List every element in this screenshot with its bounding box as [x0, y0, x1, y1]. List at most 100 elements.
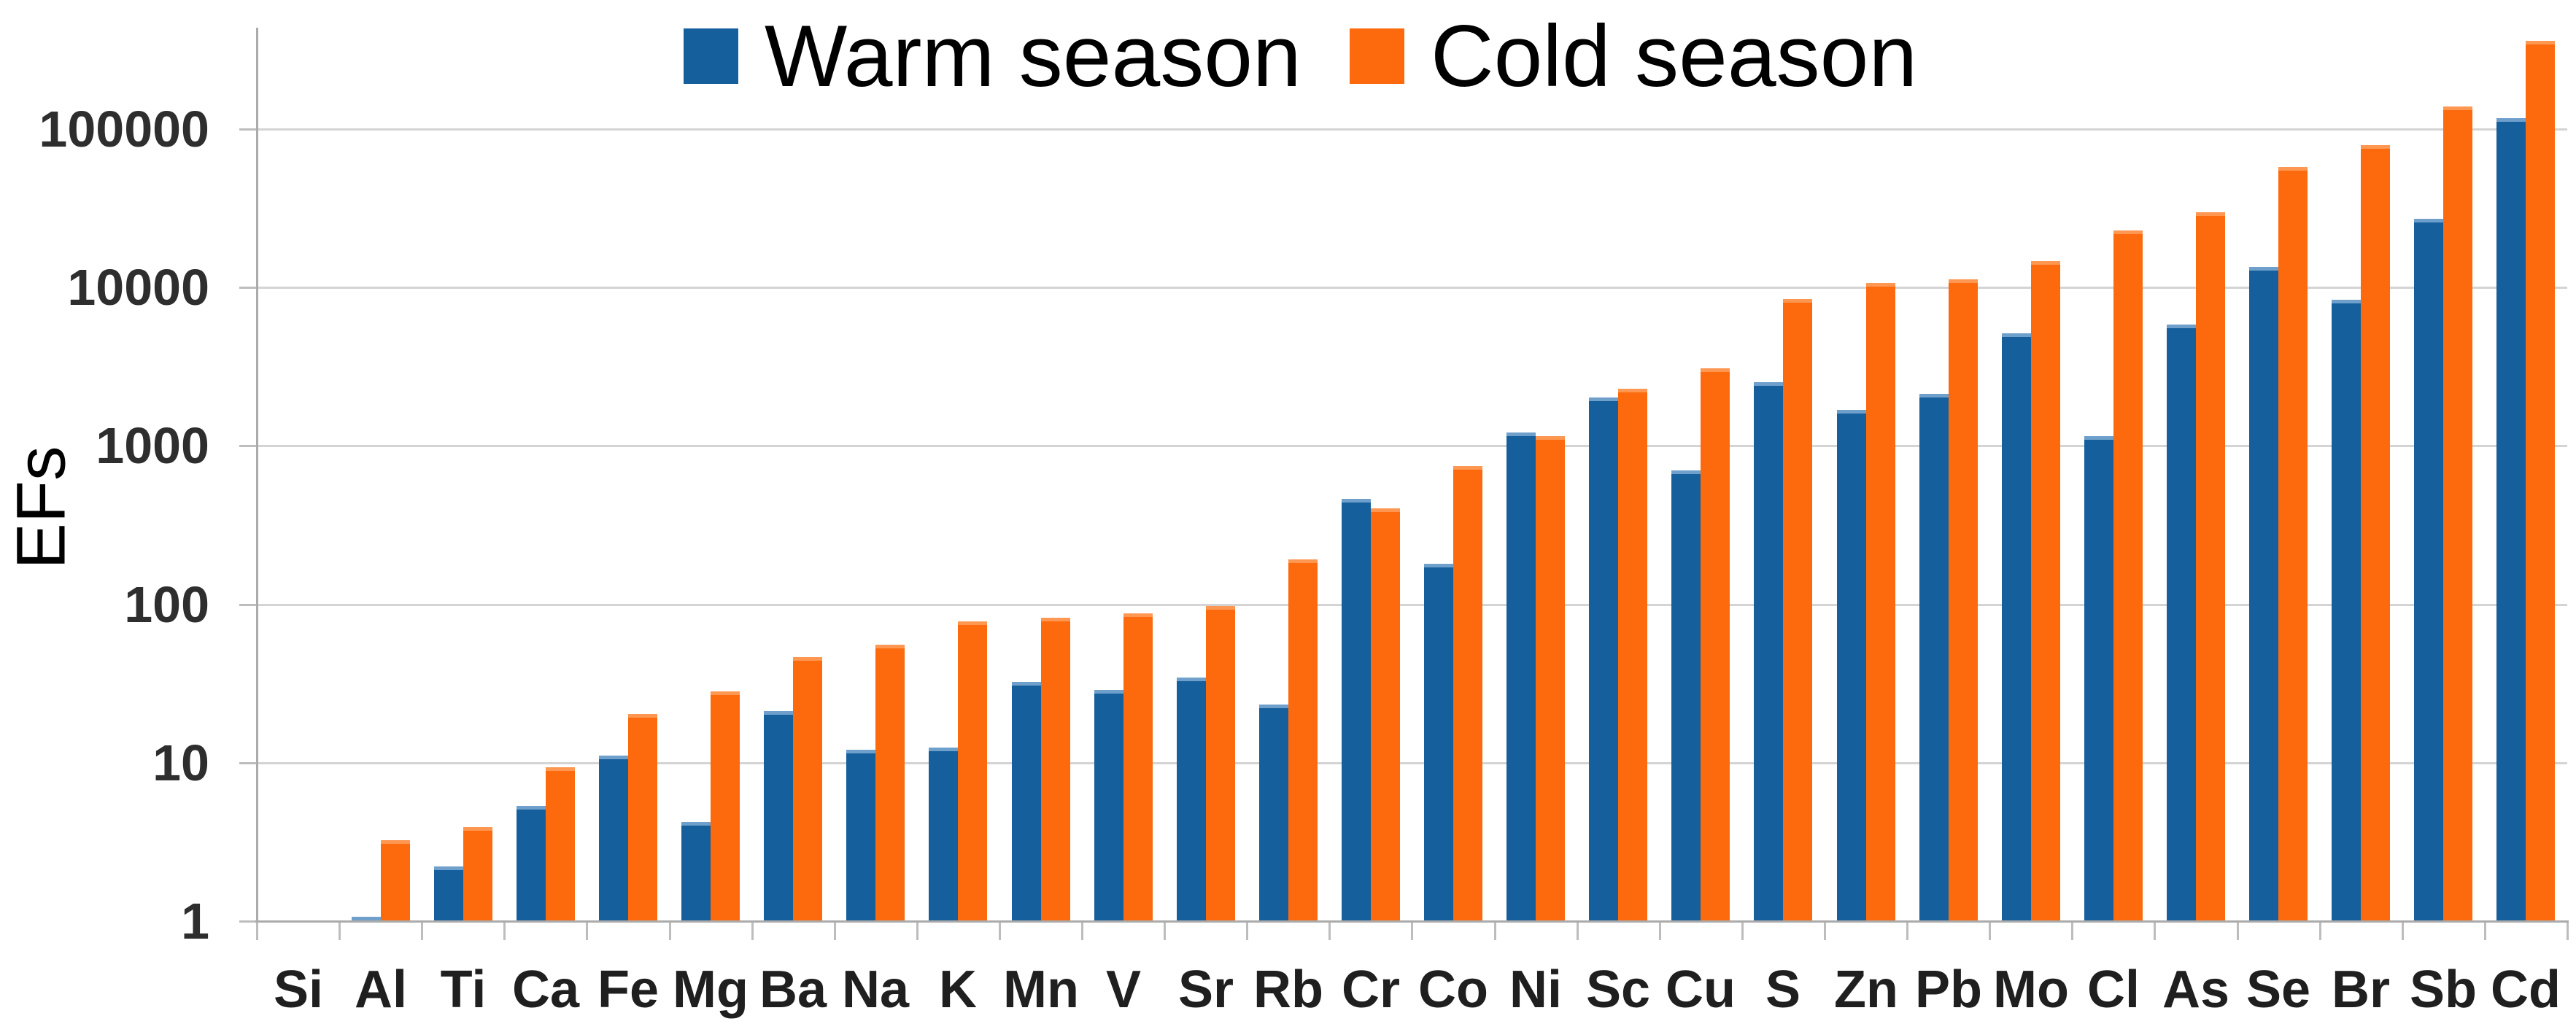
bar-warm-ba	[764, 711, 793, 920]
x-category-label-co: Co	[1418, 961, 1488, 1019]
bar-cold-zn	[1866, 283, 1895, 920]
bar-cold-ni	[1536, 436, 1565, 920]
x-category-label-sb: Sb	[2409, 961, 2477, 1019]
bar-cold-as	[2196, 212, 2225, 920]
x-axis-tick-1	[339, 923, 341, 940]
bar-warm-mn	[1012, 682, 1041, 920]
y-tick-label-100000: 100000	[39, 101, 209, 158]
x-category-label-si: Si	[273, 961, 324, 1019]
x-axis-tick-6	[751, 923, 754, 940]
bar-cold-pb	[1949, 279, 1978, 920]
bar-cold-al	[381, 840, 410, 920]
bar-warm-ti	[434, 866, 463, 920]
bar-warm-zn	[1837, 410, 1866, 920]
y-tick-label-1000: 1000	[96, 417, 209, 474]
x-category-label-cd: Cd	[2491, 961, 2561, 1019]
x-axis-tick-24	[2237, 923, 2239, 940]
x-axis-tick-22	[2071, 923, 2073, 940]
bar-warm-al	[352, 917, 381, 920]
bar-cold-k	[958, 621, 987, 920]
x-axis-tick-9	[999, 923, 1001, 940]
bar-warm-cl	[2084, 436, 2113, 920]
bar-warm-sc	[1589, 397, 1618, 920]
bar-warm-na	[846, 750, 875, 920]
bar-cold-sb	[2443, 106, 2472, 920]
x-axis-tick-26	[2402, 923, 2404, 940]
bar-cold-mn	[1041, 618, 1070, 920]
bar-warm-cu	[1671, 470, 1701, 920]
bar-warm-sb	[2414, 219, 2443, 920]
y-tick-label-1: 1	[181, 893, 209, 950]
legend-item-cold-season: Cold season	[1350, 12, 1917, 100]
x-category-label-cr: Cr	[1341, 961, 1400, 1019]
x-category-label-cu: Cu	[1666, 961, 1736, 1019]
x-axis-tick-14	[1411, 923, 1413, 940]
x-axis-tick-0	[256, 923, 258, 940]
y-tick-label-10000: 10000	[67, 259, 209, 316]
y-axis-line	[256, 28, 258, 939]
x-axis-tick-19	[1824, 923, 1826, 940]
x-category-label-ti: Ti	[440, 961, 487, 1019]
x-axis-tick-3	[503, 923, 506, 940]
gridline-100000	[257, 128, 2567, 131]
x-category-label-mo: Mo	[1993, 961, 2069, 1019]
gridline-1000	[257, 445, 2567, 447]
x-category-label-ba: Ba	[759, 961, 827, 1019]
x-axis-tick-28	[2567, 923, 2569, 940]
y-axis-tick-1	[239, 920, 257, 923]
bar-warm-mo	[2002, 333, 2031, 920]
y-tick-label-10: 10	[152, 734, 209, 791]
x-category-label-as: As	[2162, 961, 2230, 1019]
x-axis-tick-12	[1246, 923, 1248, 940]
x-category-label-sc: Sc	[1585, 961, 1651, 1019]
x-axis-tick-10	[1081, 923, 1083, 940]
y-axis-tick-100000	[239, 128, 257, 131]
x-axis-tick-21	[1989, 923, 1991, 940]
bar-warm-pb	[1919, 394, 1949, 920]
bar-warm-cd	[2496, 118, 2526, 920]
x-axis-tick-4	[586, 923, 588, 940]
bar-warm-fe	[599, 756, 628, 920]
x-axis-tick-15	[1494, 923, 1496, 940]
bar-cold-mo	[2031, 261, 2060, 920]
x-category-label-ca: Ca	[511, 961, 580, 1019]
x-category-label-se: Se	[2246, 961, 2311, 1019]
bar-warm-sr	[1177, 678, 1206, 920]
x-axis-line	[255, 920, 2569, 923]
bar-cold-na	[875, 645, 905, 920]
x-axis-tick-23	[2154, 923, 2156, 940]
legend-label-cold-season: Cold season	[1431, 7, 1918, 105]
x-category-label-rb: Rb	[1253, 961, 1323, 1019]
x-axis-tick-11	[1164, 923, 1166, 940]
y-axis-tick-1000	[239, 445, 257, 447]
x-category-label-mg: Mg	[673, 961, 749, 1019]
bar-cold-fe	[628, 714, 657, 920]
gridline-10000	[257, 287, 2567, 289]
x-axis-tick-16	[1577, 923, 1579, 940]
x-category-label-fe: Fe	[597, 961, 660, 1019]
legend-item-warm-season: Warm season	[684, 12, 1301, 100]
x-axis-tick-25	[2319, 923, 2321, 940]
legend-label-warm-season: Warm season	[765, 7, 1301, 105]
bar-cold-br	[2361, 145, 2390, 920]
x-category-label-sr: Sr	[1177, 961, 1234, 1019]
bar-cold-ba	[793, 657, 822, 920]
bar-warm-se	[2249, 267, 2278, 920]
bar-cold-cr	[1371, 508, 1400, 920]
x-category-label-cl: Cl	[2087, 961, 2140, 1019]
x-axis-tick-8	[916, 923, 918, 940]
bar-cold-sr	[1206, 606, 1235, 920]
bar-cold-rb	[1288, 559, 1318, 920]
x-category-label-v: V	[1105, 961, 1142, 1019]
bar-cold-cu	[1701, 368, 1730, 920]
x-category-label-mn: Mn	[1003, 961, 1079, 1019]
bar-warm-co	[1424, 564, 1453, 920]
bar-warm-v	[1094, 690, 1123, 920]
bar-warm-ni	[1506, 432, 1536, 920]
bar-cold-co	[1453, 466, 1482, 920]
bar-warm-ca	[517, 806, 546, 920]
x-category-label-zn: Zn	[1834, 961, 1898, 1019]
bar-warm-rb	[1259, 705, 1288, 920]
x-category-label-pb: Pb	[1914, 961, 1982, 1019]
